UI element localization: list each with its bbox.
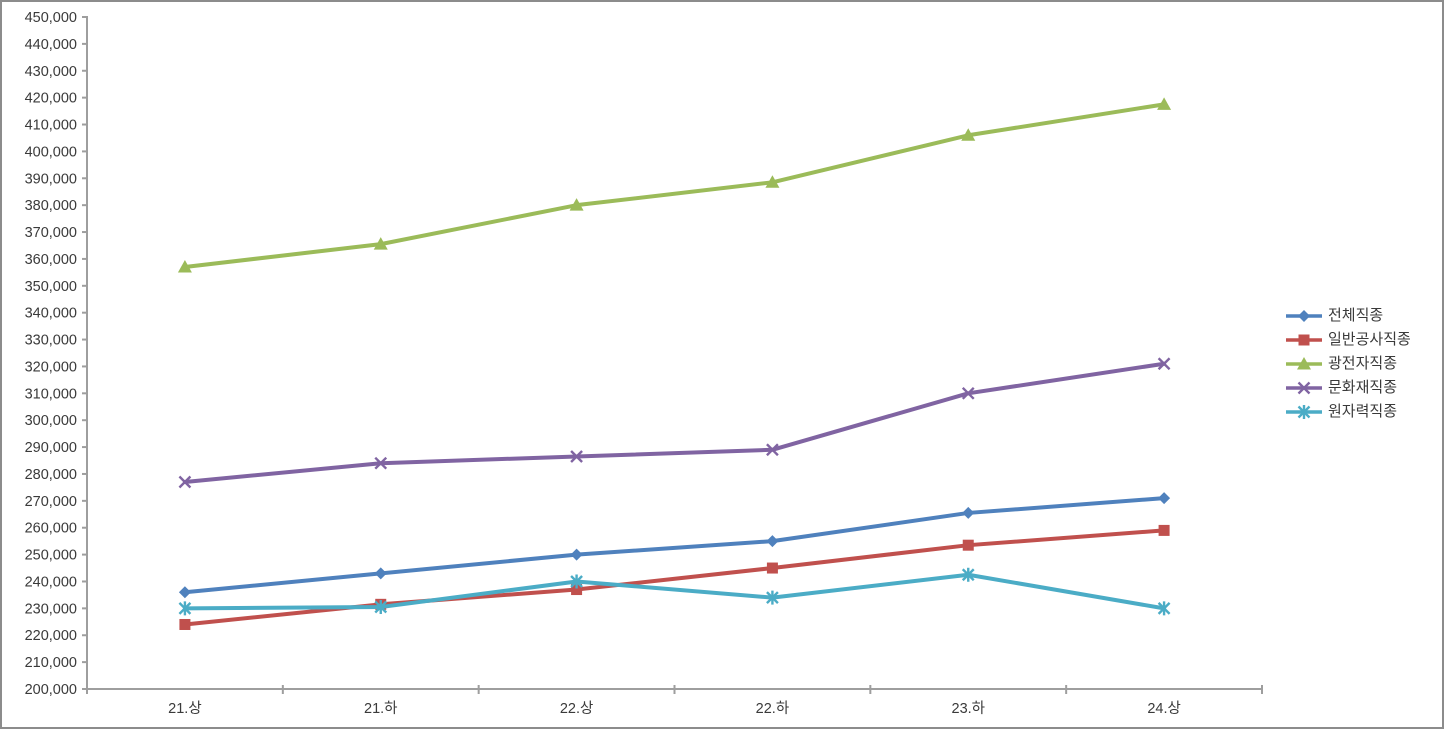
data-point-diamond bbox=[374, 567, 387, 580]
y-axis-label: 320,000 bbox=[25, 359, 77, 375]
y-axis-label: 420,000 bbox=[25, 91, 77, 107]
data-point-asterisk bbox=[1157, 602, 1171, 615]
series-line-문화재직종 bbox=[182, 361, 1167, 485]
data-point-asterisk bbox=[961, 568, 975, 582]
data-point-x bbox=[1297, 381, 1311, 395]
y-axis-label: 270,000 bbox=[25, 494, 77, 510]
y-axis-label: 300,000 bbox=[25, 413, 77, 429]
data-point-triangle bbox=[373, 237, 388, 250]
data-point-diamond bbox=[1298, 310, 1310, 322]
data-point-triangle bbox=[177, 259, 192, 273]
data-point-asterisk bbox=[178, 602, 192, 615]
y-axis-label: 370,000 bbox=[25, 225, 77, 241]
data-point-x bbox=[1157, 357, 1171, 371]
y-axis-label: 240,000 bbox=[25, 574, 77, 590]
data-point-triangle bbox=[1157, 97, 1172, 110]
legend-label: 문화재직종 bbox=[1328, 379, 1398, 396]
x-axis-label: 21.상 bbox=[168, 700, 202, 717]
y-axis-label: 290,000 bbox=[25, 440, 77, 456]
data-point-triangle bbox=[569, 198, 584, 211]
data-point-square bbox=[962, 539, 974, 551]
y-axis-label: 350,000 bbox=[25, 279, 77, 295]
data-point-x bbox=[178, 475, 192, 489]
x-axis-label: 22.상 bbox=[560, 700, 594, 717]
y-axis-label: 200,000 bbox=[25, 682, 77, 698]
x-axis-label: 21.하 bbox=[364, 700, 398, 717]
data-point-x bbox=[766, 443, 779, 457]
data-point-triangle bbox=[1297, 357, 1311, 370]
series-line-원자력직종 bbox=[182, 572, 1167, 611]
x-axis-label: 24.상 bbox=[1147, 700, 1181, 717]
y-axis-label: 310,000 bbox=[25, 386, 77, 402]
y-axis-label: 410,000 bbox=[25, 118, 77, 134]
y-axis-label: 210,000 bbox=[25, 655, 77, 671]
legend-label: 일반공사직종 bbox=[1328, 331, 1411, 348]
legend-item: 전체직종 bbox=[1285, 304, 1411, 328]
legend-item: 문화재직종 bbox=[1285, 376, 1411, 400]
series-line-광전자직종 bbox=[182, 102, 1167, 269]
y-axis-label: 440,000 bbox=[25, 37, 77, 53]
data-point-triangle bbox=[961, 128, 976, 141]
y-axis-label: 430,000 bbox=[25, 64, 77, 80]
y-axis-label: 340,000 bbox=[25, 306, 77, 322]
data-point-x bbox=[570, 450, 583, 463]
y-axis-label: 390,000 bbox=[25, 171, 77, 187]
legend-item: 원자력직종 bbox=[1285, 400, 1411, 424]
data-point-square bbox=[1158, 524, 1170, 536]
legend-label: 원자력직종 bbox=[1328, 403, 1398, 420]
y-axis-label: 400,000 bbox=[25, 144, 77, 160]
series-line-전체직종 bbox=[182, 496, 1167, 595]
data-point-triangle bbox=[765, 175, 780, 188]
data-point-x bbox=[374, 456, 388, 470]
data-point-x bbox=[961, 386, 975, 400]
y-axis-label: 280,000 bbox=[25, 467, 77, 483]
y-axis-label: 380,000 bbox=[25, 198, 77, 214]
legend-diamond-icon bbox=[1286, 310, 1322, 322]
y-axis-label: 450,000 bbox=[25, 10, 77, 26]
data-point-diamond bbox=[1158, 492, 1171, 505]
data-point-square bbox=[766, 562, 778, 574]
y-axis-label: 220,000 bbox=[25, 628, 77, 644]
data-point-square bbox=[179, 618, 191, 630]
data-point-diamond bbox=[962, 506, 975, 519]
legend-asterisk-icon bbox=[1286, 405, 1322, 419]
y-axis-label: 260,000 bbox=[25, 521, 77, 537]
x-axis-label: 22.하 bbox=[756, 700, 790, 717]
data-point-square bbox=[571, 584, 583, 596]
data-point-asterisk bbox=[374, 600, 388, 614]
legend-triangle-icon bbox=[1286, 357, 1322, 370]
data-point-asterisk bbox=[570, 575, 583, 588]
legend-item: 일반공사직종 bbox=[1285, 328, 1411, 352]
data-point-diamond bbox=[178, 586, 191, 599]
x-axis-label: 23.하 bbox=[952, 700, 986, 717]
data-point-asterisk bbox=[766, 591, 779, 604]
data-point-asterisk bbox=[1297, 405, 1311, 419]
data-point-square bbox=[1298, 334, 1310, 346]
legend-label: 광전자직종 bbox=[1328, 355, 1398, 372]
legend-item: 광전자직종 bbox=[1285, 352, 1411, 376]
data-point-diamond bbox=[570, 548, 583, 561]
y-axis-label: 360,000 bbox=[25, 252, 77, 268]
legend-square-icon bbox=[1286, 334, 1322, 346]
legend-x-icon bbox=[1286, 381, 1322, 395]
y-axis-label: 330,000 bbox=[25, 333, 77, 349]
y-axis-label: 250,000 bbox=[25, 548, 77, 564]
data-point-diamond bbox=[766, 535, 779, 548]
y-axis-label: 230,000 bbox=[25, 601, 77, 617]
legend-label: 전체직종 bbox=[1328, 307, 1384, 324]
